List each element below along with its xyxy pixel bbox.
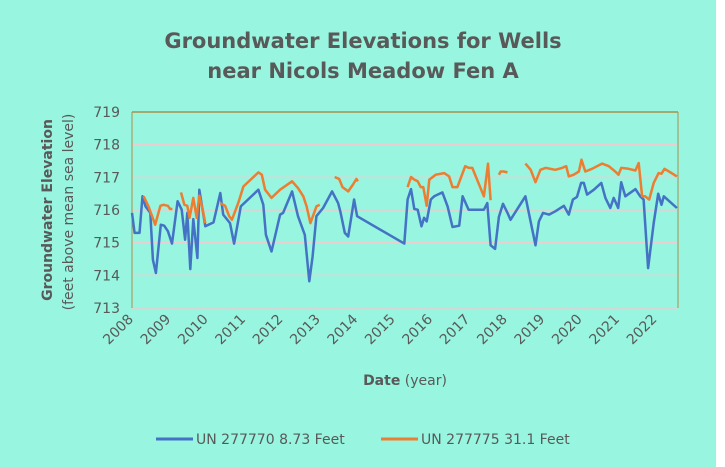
y-axis-title: Groundwater Elevation: [40, 119, 56, 301]
x-axis-title-rest: (year): [400, 373, 447, 389]
series-lines: [130, 158, 678, 283]
series-line-1: [142, 158, 678, 226]
chart-title-line-2: near Nicols Meadow Fen A: [207, 59, 519, 83]
y-axis-subtitle: (feet above mean sea level): [61, 114, 77, 311]
x-axis-title-bold: Date: [363, 373, 400, 389]
y-tick-label: 717: [93, 170, 120, 186]
chart-title-line-1: Groundwater Elevations for Wells: [164, 29, 561, 53]
y-tick-labels: 713 714 715 716 717 718 719: [93, 105, 120, 317]
y-tick-label: 718: [93, 138, 120, 154]
y-tick-label: 713: [93, 301, 120, 317]
y-tick-label: 714: [93, 268, 120, 284]
y-tick-label: 715: [93, 236, 120, 252]
series-line-0: [130, 180, 678, 283]
y-tick-label: 719: [93, 105, 120, 121]
legend-label-un-277775: UN 277775 31.1 Feet: [421, 432, 570, 448]
legend: UN 277770 8.73 Feet UN 277775 31.1 Feet: [156, 432, 570, 448]
y-tick-label: 716: [93, 203, 120, 219]
x-axis-title: Date (year): [363, 373, 447, 389]
legend-label-un-277770: UN 277770 8.73 Feet: [196, 432, 345, 448]
